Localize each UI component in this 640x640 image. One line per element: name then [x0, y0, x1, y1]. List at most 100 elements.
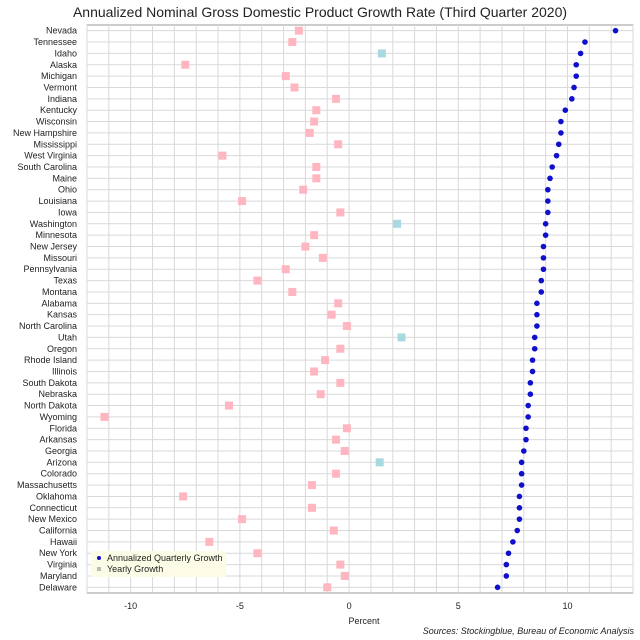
y-tick-label: Alaska — [50, 60, 77, 70]
quarterly-growth-point — [545, 198, 551, 204]
x-tick-label: 10 — [562, 601, 572, 611]
y-tick-label: Louisiana — [38, 196, 77, 206]
quarterly-growth-point — [577, 50, 584, 57]
yearly-growth-marker — [238, 515, 247, 524]
quarterly-growth-point — [538, 289, 545, 295]
yearly-growth-marker — [329, 526, 338, 535]
yearly-growth-marker — [397, 333, 406, 342]
yearly-growth-marker — [181, 60, 190, 69]
y-tick-label: South Dakota — [22, 378, 77, 388]
yearly-growth-marker — [238, 197, 247, 206]
y-tick-label: Florida — [49, 423, 77, 433]
quarterly-growth-point — [569, 96, 575, 102]
quarterly-growth-point — [523, 436, 529, 443]
x-tick-label: 0 — [347, 601, 352, 611]
quarterly-growth-point — [523, 425, 529, 432]
quarterly-growth-point — [521, 448, 527, 454]
yearly-growth-marker — [253, 549, 262, 558]
y-tick-label: Washington — [30, 219, 77, 229]
yearly-growth-marker — [321, 356, 330, 365]
quarterly-growth-point — [547, 175, 553, 182]
quarterly-growth-point — [503, 561, 510, 568]
quarterly-growth-point — [516, 505, 523, 511]
yearly-growth-marker — [100, 412, 109, 421]
quarterly-growth-point — [494, 584, 501, 591]
yearly-growth-marker — [288, 287, 297, 296]
yearly-growth-marker — [316, 390, 325, 399]
y-tick-label: Colorado — [40, 469, 77, 479]
legend-item-yearly: Yearly Growth — [97, 564, 163, 575]
y-tick-label: Minnesota — [35, 230, 77, 240]
y-tick-label: North Carolina — [19, 321, 77, 331]
quarterly-growth-point — [558, 118, 564, 125]
y-tick-label: Indiana — [47, 94, 77, 104]
y-tick-label: Tennessee — [33, 37, 77, 47]
y-tick-label: Nebraska — [38, 389, 77, 399]
yearly-growth-marker — [312, 163, 321, 171]
y-tick-label: West Virginia — [24, 151, 77, 161]
yearly-growth-marker — [312, 106, 321, 115]
yearly-growth-marker — [336, 208, 345, 217]
yearly-growth-marker — [342, 322, 351, 331]
y-tick-label: Vermont — [43, 82, 77, 92]
quarterly-growth-point — [542, 221, 549, 227]
quarterly-growth-point — [540, 243, 547, 250]
yearly-growth-marker — [305, 128, 314, 137]
y-tick-label: Iowa — [58, 207, 77, 217]
quarterly-growth-point — [549, 164, 555, 170]
quarterly-growth-point — [582, 39, 588, 45]
quarterly-growth-point — [545, 209, 551, 216]
yearly-growth-marker — [331, 94, 340, 103]
y-tick-label: Utah — [58, 332, 77, 342]
quarterly-growth-point — [558, 130, 564, 136]
y-tick-label: Delaware — [39, 582, 77, 592]
x-axis-label: Percent — [348, 616, 380, 626]
quarterly-growth-point — [525, 402, 531, 409]
quarterly-growth-point — [531, 345, 538, 352]
quarterly-growth-point — [562, 107, 569, 113]
quarterly-growth-point — [505, 550, 512, 557]
yearly-growth-marker — [224, 401, 233, 410]
yearly-growth-marker — [218, 151, 227, 160]
yearly-growth-marker — [290, 83, 299, 92]
yearly-growth-marker — [336, 344, 345, 353]
quarterly-growth-point — [529, 368, 536, 375]
quarterly-growth-point — [612, 27, 619, 34]
y-tick-label: Wisconsin — [36, 117, 77, 127]
y-tick-label: New Hampshire — [13, 128, 77, 138]
y-tick-label: New Mexico — [28, 514, 77, 524]
yearly-growth-marker — [336, 378, 345, 387]
quarterly-growth-point — [540, 255, 547, 261]
legend: Annualized Quarterly Growth Yearly Growt… — [91, 551, 226, 577]
y-tick-label: Ohio — [58, 185, 77, 195]
yearly-growth-marker — [377, 49, 386, 58]
quarterly-growth-point — [571, 84, 577, 91]
y-tick-label: Connecticut — [29, 503, 77, 513]
yearly-growth-marker — [334, 299, 343, 308]
y-tick-label: Pennsylvania — [23, 264, 77, 274]
y-tick-label: New Jersey — [30, 242, 78, 252]
quarterly-growth-point — [573, 61, 580, 68]
yearly-growth-marker — [336, 560, 345, 569]
y-tick-label: Michigan — [41, 71, 77, 81]
yearly-growth-marker — [307, 481, 316, 490]
quarterly-growth-point — [527, 391, 534, 398]
yearly-growth-marker — [299, 185, 308, 194]
quarterly-growth-point — [516, 493, 523, 500]
quarterly-growth-point — [518, 482, 525, 488]
quarterly-growth-point — [534, 311, 540, 318]
yearly-growth-marker — [310, 117, 319, 126]
y-tick-label: Oklahoma — [36, 491, 77, 501]
yearly-growth-marker — [281, 265, 290, 274]
yearly-growth-marker — [342, 424, 351, 433]
x-tick-label: -10 — [124, 601, 137, 611]
quarterly-growth-point — [510, 539, 516, 545]
y-tick-label: Arkansas — [39, 435, 77, 445]
legend-square-marker — [97, 566, 101, 571]
yearly-growth-marker — [310, 231, 319, 240]
y-tick-label: Missouri — [43, 253, 77, 263]
quarterly-growth-point — [503, 573, 510, 579]
y-tick-label: Mississippi — [33, 139, 77, 149]
yearly-growth-marker — [323, 583, 332, 592]
